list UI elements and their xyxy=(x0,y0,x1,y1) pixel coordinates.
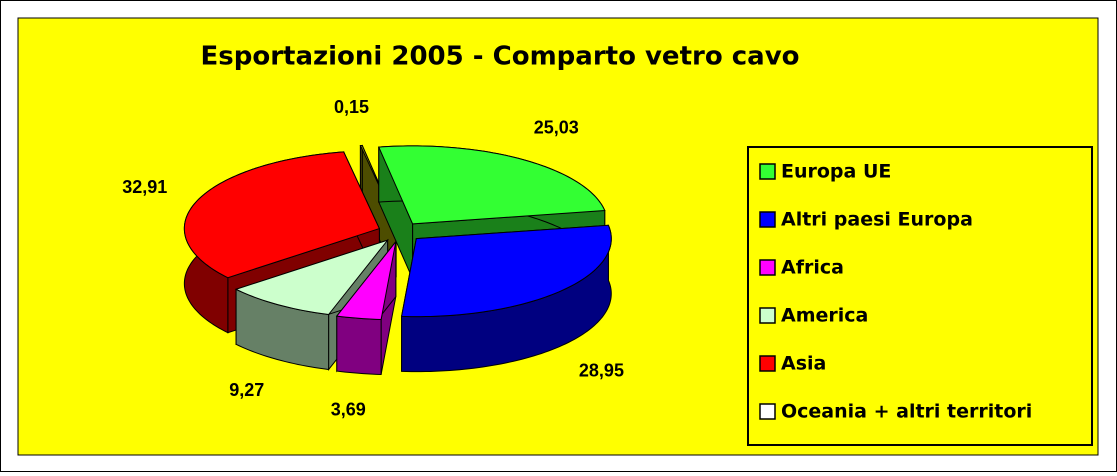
legend xyxy=(747,146,1093,446)
slice-top xyxy=(183,151,381,279)
slice xyxy=(400,224,612,373)
slice xyxy=(335,240,397,376)
slice-wall xyxy=(336,315,382,376)
legend-label: America xyxy=(781,305,868,327)
legend-label: Africa xyxy=(781,257,844,279)
legend-swatch xyxy=(759,163,776,180)
legend-label: Europa UE xyxy=(781,161,891,183)
slice-top xyxy=(335,241,397,321)
slice-top xyxy=(234,239,390,316)
data-label: 0,15 xyxy=(334,97,369,117)
data-label: 32,91 xyxy=(122,177,167,197)
data-label: 3,69 xyxy=(331,399,366,419)
data-label: 9,27 xyxy=(229,380,264,400)
legend-swatch xyxy=(759,307,776,324)
data-label: 25,03 xyxy=(534,118,579,138)
slice-top xyxy=(378,145,606,225)
legend-swatch xyxy=(759,211,776,228)
slice-top xyxy=(400,224,612,318)
legend-swatch xyxy=(759,259,776,276)
chart-title: Esportazioni 2005 - Comparto vetro cavo xyxy=(200,42,799,72)
legend-swatch xyxy=(759,355,776,372)
legend-label: Oceania + altri territori xyxy=(781,401,1032,423)
legend-swatch xyxy=(759,403,776,420)
legend-label: Altri paesi Europa xyxy=(781,209,973,231)
legend-label: Asia xyxy=(781,353,826,375)
data-label: 28,95 xyxy=(579,360,624,380)
